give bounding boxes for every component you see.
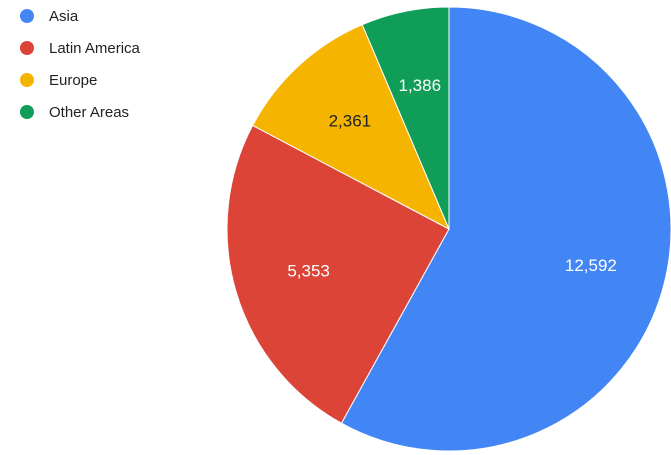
pie-slice-europe[interactable]	[251, 23, 451, 231]
legend-label-europe: Europe	[49, 71, 98, 89]
slice-label-europe: 2,361	[329, 112, 372, 131]
legend-label-asia: Asia	[49, 7, 79, 25]
legend-item-europe[interactable]: Europe	[20, 69, 140, 91]
legend: Asia Latin America Europe Other Areas	[20, 5, 140, 133]
legend-item-other-areas[interactable]: Other Areas	[20, 101, 140, 123]
pie-slice-asia[interactable]	[340, 6, 671, 452]
legend-swatch-asia	[20, 9, 34, 23]
legend-swatch-europe	[20, 73, 34, 87]
legend-label-other-areas: Other Areas	[49, 103, 130, 121]
slice-label-latin-america: 5,353	[287, 261, 330, 280]
legend-label-latin-america: Latin America	[49, 39, 140, 57]
slice-label-other-areas: 1,386	[399, 76, 442, 95]
legend-item-asia[interactable]: Asia	[20, 5, 140, 27]
legend-swatch-latin-america	[20, 41, 34, 55]
legend-item-latin-america[interactable]: Latin America	[20, 37, 140, 59]
pie-slice-other-areas[interactable]	[361, 6, 450, 230]
slice-label-asia: 12,592	[565, 256, 617, 275]
legend-swatch-other-areas	[20, 105, 34, 119]
